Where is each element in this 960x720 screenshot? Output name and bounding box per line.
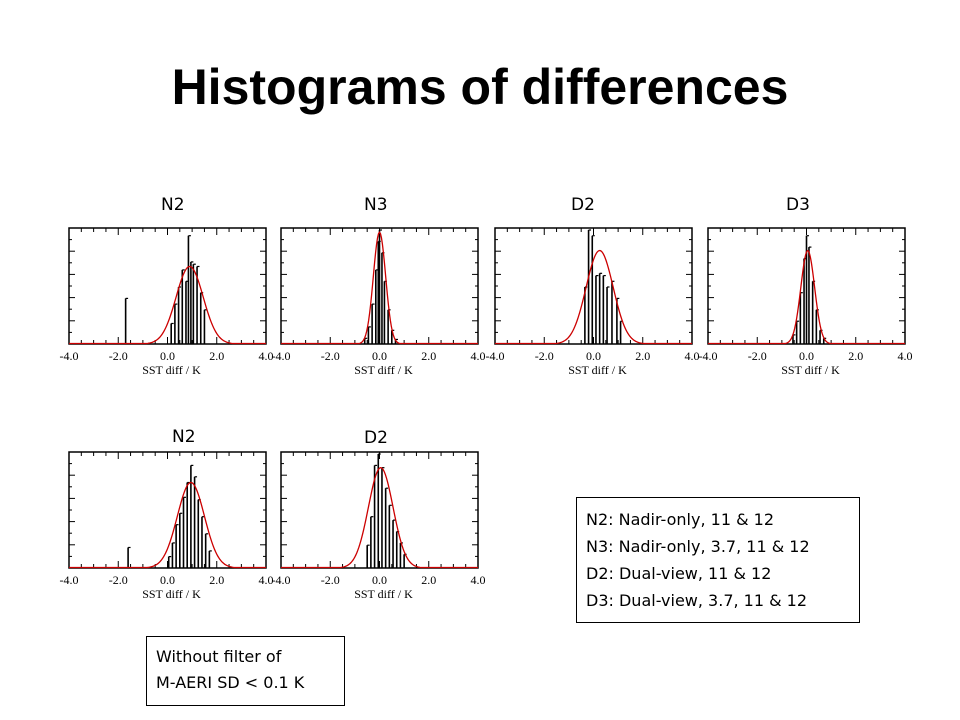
slide-title: Histograms of differences	[171, 59, 789, 115]
histogram-panel-n2-top: -4.0 -2.0 0.0 2.0 4.0 SST diff / K	[60, 227, 274, 377]
plot-frame	[280, 451, 479, 569]
x-tick-label: 0.0	[799, 349, 814, 363]
x-tick-label: -2.0	[109, 573, 128, 587]
plot-frame	[68, 451, 267, 569]
x-axis-label: SST diff / K	[354, 587, 413, 601]
note-box: Without filter of M-AERI SD < 0.1 K	[146, 636, 345, 706]
panel-label-d3: D3	[786, 195, 810, 215]
panel-label-d2-top: D2	[571, 195, 595, 215]
gaussian-fit-curve	[281, 467, 478, 569]
x-tick-label: -2.0	[535, 349, 554, 363]
histogram-panel-d2-top: -4.0 -2.0 0.0 2.0 4.0 SST diff / K	[486, 227, 700, 377]
panel-label-d2-bottom: D2	[364, 428, 388, 448]
x-tick-label: -4.0	[699, 349, 718, 363]
gaussian-fit-curve	[281, 231, 478, 345]
x-tick-label: -4.0	[60, 349, 79, 363]
legend-item-d2: D2: Dual-view, 11 & 12	[586, 564, 772, 583]
x-tick-label: 2.0	[209, 573, 224, 587]
x-tick-label: 0.0	[160, 349, 175, 363]
panel-label-n2-top: N2	[161, 195, 185, 215]
gaussian-fit-curve	[495, 249, 692, 345]
x-tick-label: 2.0	[421, 573, 436, 587]
x-tick-label: 2.0	[848, 349, 863, 363]
x-axis-label: SST diff / K	[781, 363, 840, 377]
x-tick-label: 0.0	[160, 573, 175, 587]
x-tick-label: -4.0	[486, 349, 505, 363]
x-tick-label: -2.0	[321, 573, 340, 587]
x-axis-label: SST diff / K	[142, 587, 201, 601]
x-tick-label: -4.0	[272, 349, 291, 363]
legend-item-d3: D3: Dual-view, 3.7, 11 & 12	[586, 591, 808, 610]
histogram-panel-n3: -4.0 -2.0 0.0 2.0 4.0 SST diff / K	[272, 227, 486, 377]
x-tick-label: 4.0	[259, 349, 274, 363]
x-tick-label: 4.0	[898, 349, 913, 363]
x-tick-label: -4.0	[272, 573, 291, 587]
x-tick-label: 0.0	[586, 349, 601, 363]
x-tick-label: -2.0	[748, 349, 767, 363]
gaussian-fit-curve	[708, 249, 905, 345]
x-tick-label: 2.0	[421, 349, 436, 363]
x-tick-label: 4.0	[471, 349, 486, 363]
x-tick-label: 2.0	[635, 349, 650, 363]
histogram-panel-d2-bottom: -4.0 -2.0 0.0 2.0 4.0 SST diff / K	[272, 451, 486, 601]
plot-frame	[494, 227, 693, 345]
note-line-1: Without filter of	[156, 647, 282, 666]
legend-box: N2: Nadir-only, 11 & 12 N3: Nadir-only, …	[576, 497, 860, 623]
panel-label-n3: N3	[364, 195, 388, 215]
x-tick-label: 4.0	[259, 573, 274, 587]
x-tick-label: -4.0	[60, 573, 79, 587]
x-tick-label: 2.0	[209, 349, 224, 363]
x-axis-label: SST diff / K	[354, 363, 413, 377]
x-tick-label: 0.0	[372, 573, 387, 587]
x-tick-label: 4.0	[471, 573, 486, 587]
x-axis-label: SST diff / K	[568, 363, 627, 377]
x-tick-label: -2.0	[321, 349, 340, 363]
histogram-panel-d3: -4.0 -2.0 0.0 2.0 4.0 SST diff / K	[699, 227, 913, 377]
x-tick-label: 0.0	[372, 349, 387, 363]
legend-item-n2: N2: Nadir-only, 11 & 12	[586, 510, 775, 529]
x-tick-label: -2.0	[109, 349, 128, 363]
x-tick-label: 4.0	[685, 349, 700, 363]
x-axis-label: SST diff / K	[142, 363, 201, 377]
panel-label-n2-bottom: N2	[172, 427, 196, 447]
gaussian-fit-curve	[69, 481, 266, 569]
note-line-2: M-AERI SD < 0.1 K	[156, 673, 305, 692]
legend-item-n3: N3: Nadir-only, 3.7, 11 & 12	[586, 537, 810, 556]
histogram-panel-n2-bottom: -4.0 -2.0 0.0 2.0 4.0 SST diff / K	[60, 451, 274, 601]
plot-frame	[68, 227, 267, 345]
gaussian-fit-curve	[69, 265, 266, 345]
